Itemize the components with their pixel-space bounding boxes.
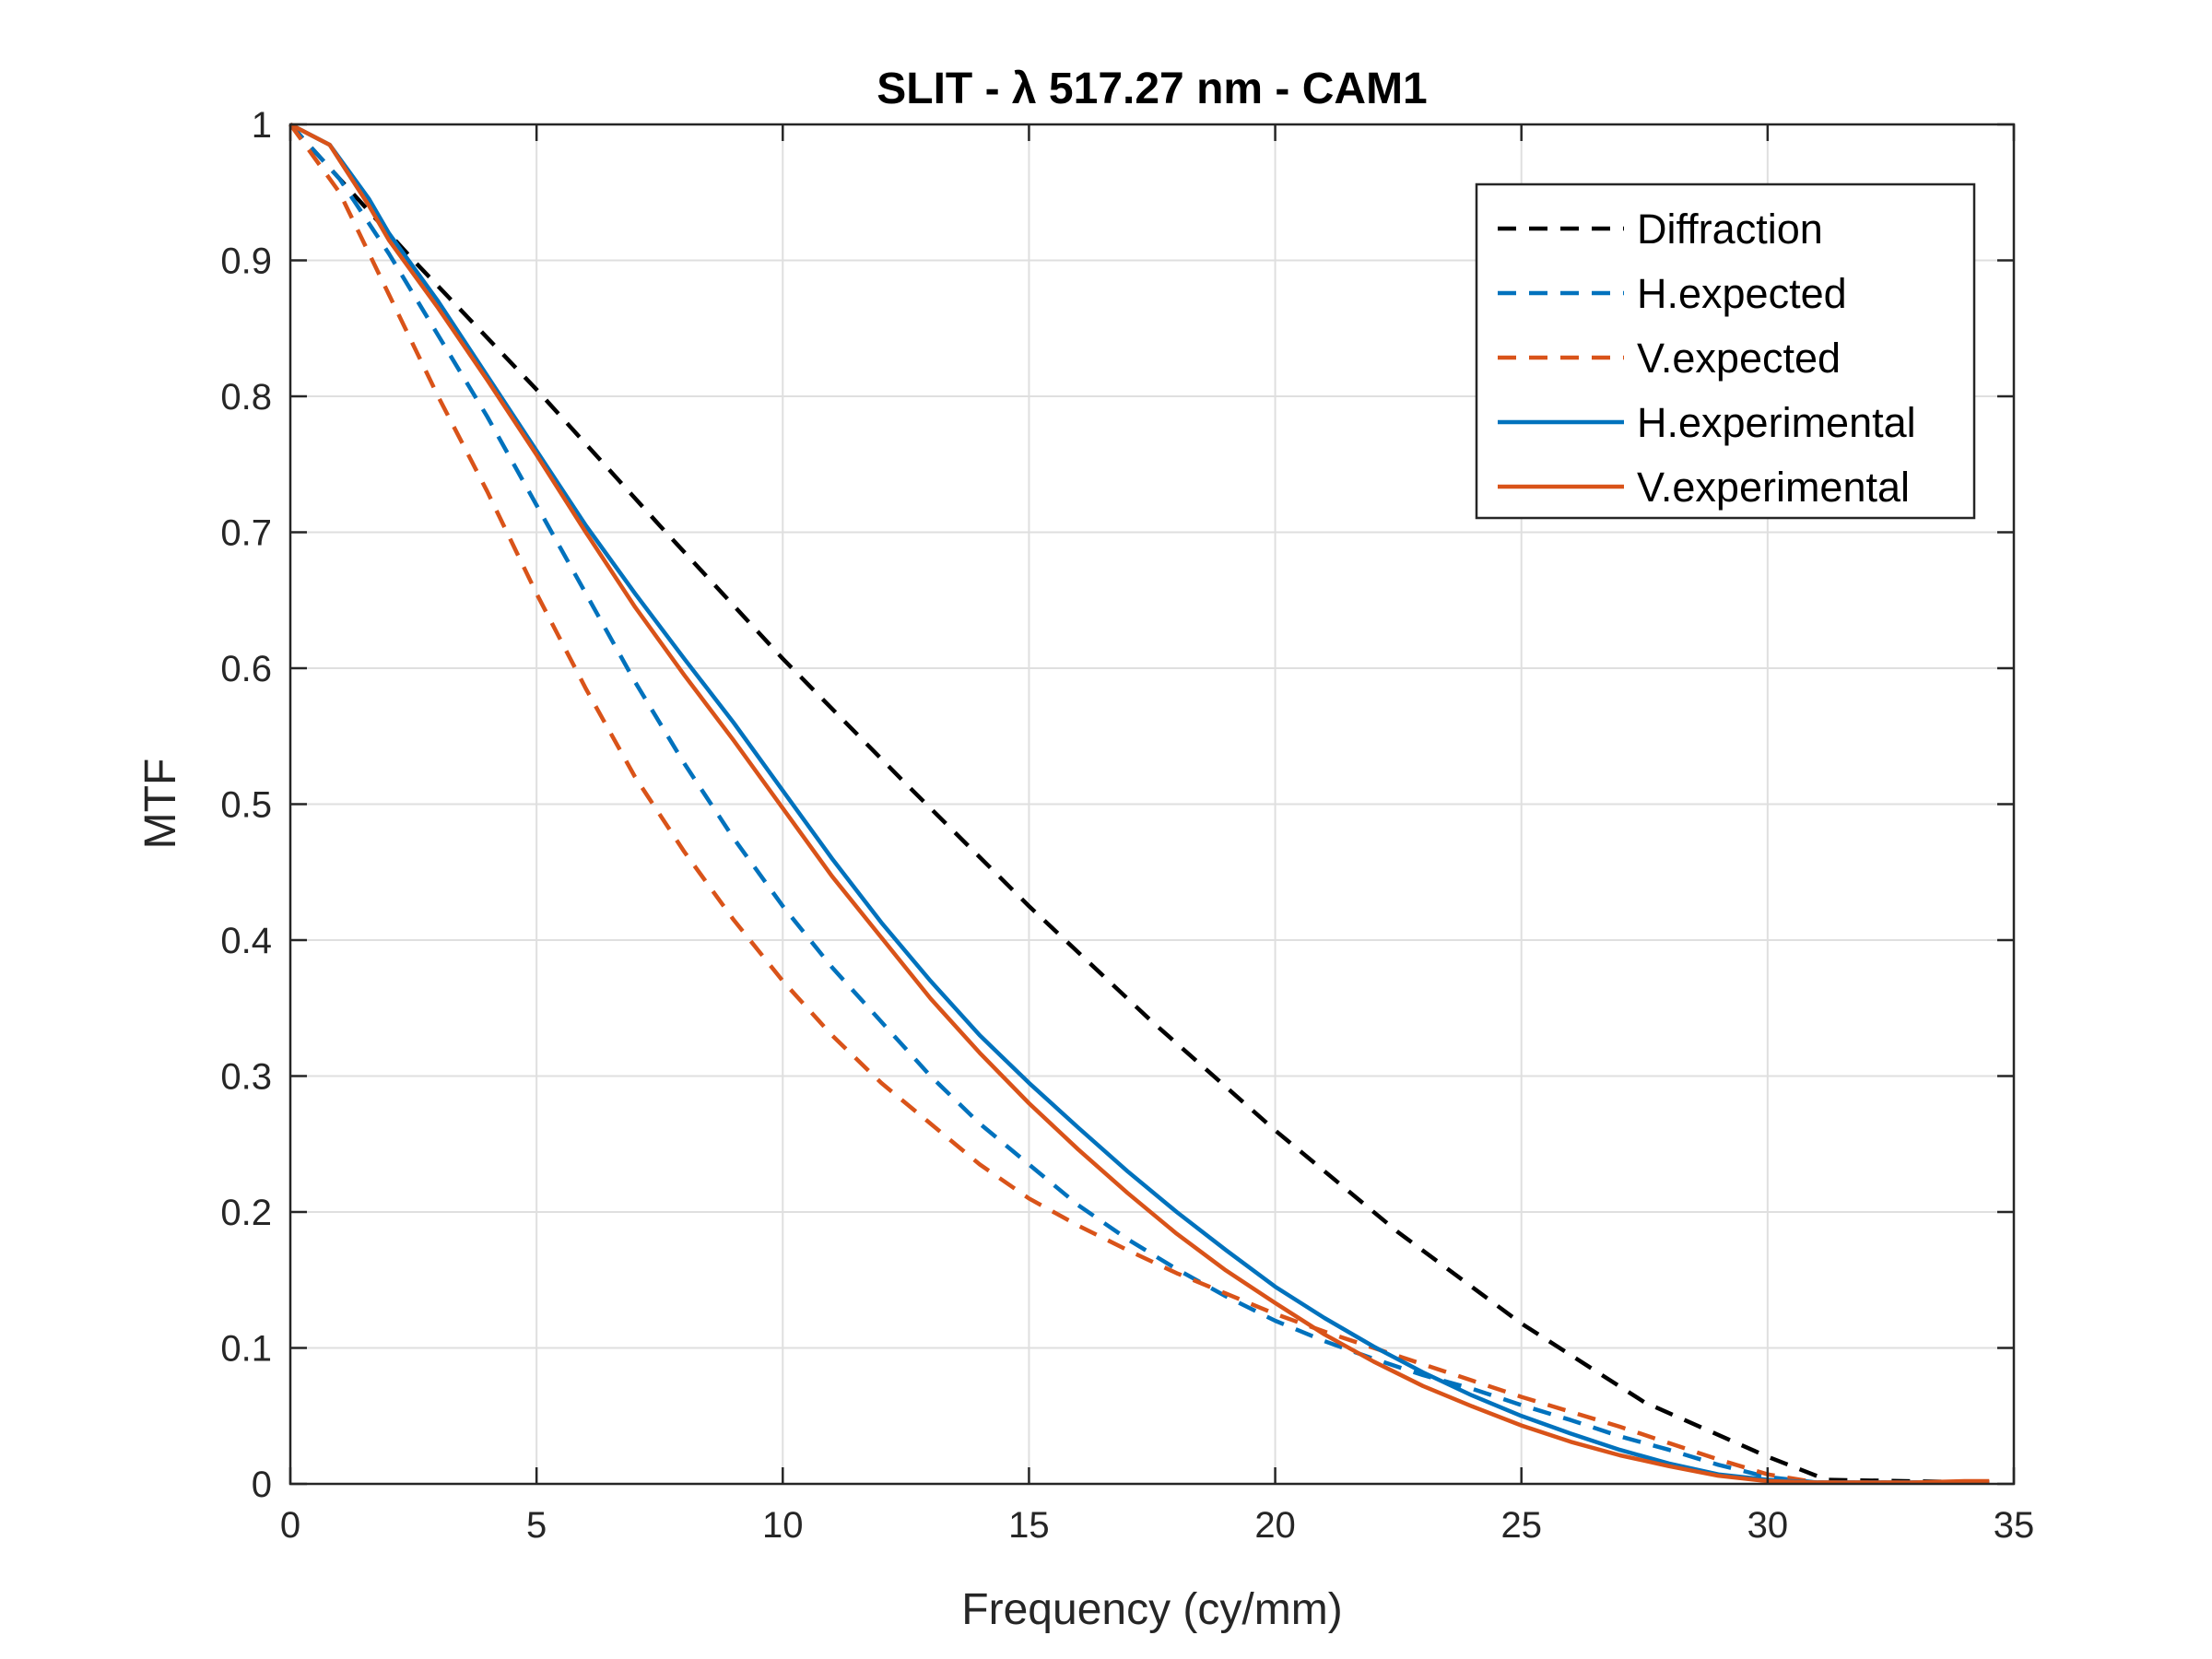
- y-tick-label: 0.6: [220, 649, 272, 689]
- x-tick-label: 25: [1500, 1505, 1542, 1546]
- legend-label-v-experimental: V.experimental: [1637, 464, 1910, 511]
- series-line-diffraction: [288, 123, 1990, 1485]
- y-tick-label: 0.1: [220, 1329, 272, 1370]
- tick-marks: [288, 123, 2016, 1486]
- x-tick-label: 0: [280, 1505, 300, 1546]
- y-axis-label: MTF: [136, 759, 185, 850]
- x-tick-label: 30: [1747, 1505, 1789, 1546]
- chart-title: SLIT - λ 517.27 nm - CAM1: [877, 65, 1428, 113]
- x-tick-label: 20: [1254, 1505, 1296, 1546]
- x-tick-label: 10: [762, 1505, 804, 1546]
- legend-label-h-expected: H.expected: [1637, 270, 1847, 317]
- x-tick-label: 5: [526, 1505, 547, 1546]
- legend-label-diffraction: Diffraction: [1637, 206, 1823, 253]
- y-tick-label: 0.7: [220, 513, 272, 554]
- y-tick-label: 0.4: [220, 921, 272, 961]
- x-axis-label: Frequency (cy/mm): [961, 1585, 1342, 1634]
- y-tick-label: 0.9: [220, 241, 272, 282]
- series-line-v-experimental: [288, 123, 1990, 1485]
- x-tick-label: 35: [1994, 1505, 2035, 1546]
- legend: Diffraction H.expected V.expected H.experim…: [1475, 182, 1976, 520]
- y-tick-labels: 0 0.1 0.2 0.3 0.4 0.5 0.6 0.7 0.8 0.9 1: [220, 105, 272, 1505]
- y-tick-label: 0.3: [220, 1057, 272, 1098]
- series-line-h-expected: [288, 123, 1990, 1485]
- legend-label-h-experimental: H.experimental: [1637, 399, 1916, 446]
- y-tick-label: 0.8: [220, 377, 272, 418]
- legend-box: [1475, 182, 1976, 520]
- x-tick-label: 15: [1008, 1505, 1050, 1546]
- x-tick-labels: 0 5 10 15 20 25 30 35: [280, 1505, 2034, 1546]
- y-tick-label: 0.5: [220, 785, 272, 826]
- legend-label-v-expected: V.expected: [1637, 335, 1841, 382]
- y-tick-label: 0: [252, 1465, 272, 1505]
- y-tick-label: 0.2: [220, 1193, 272, 1233]
- series-layer: [288, 123, 1990, 1485]
- series-line-v-expected: [288, 123, 1990, 1485]
- y-tick-label: 1: [252, 105, 272, 146]
